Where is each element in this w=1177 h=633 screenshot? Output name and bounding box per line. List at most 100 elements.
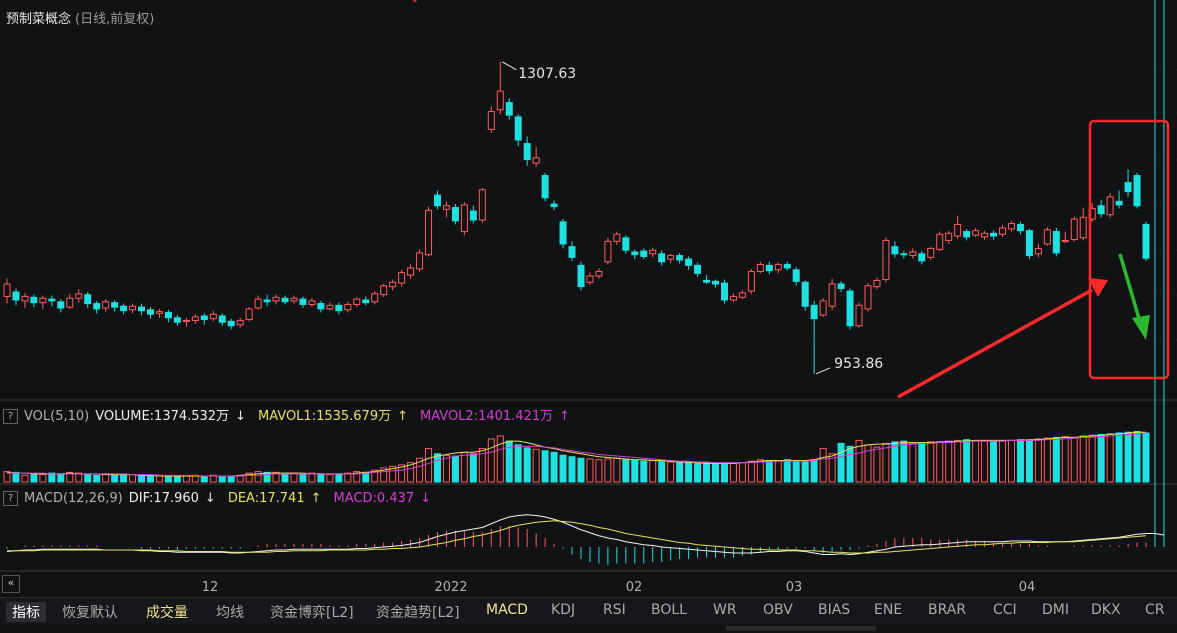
red-arrow-head <box>1088 278 1108 297</box>
tab-cr[interactable]: CR <box>1145 602 1165 618</box>
volume-bar <box>407 462 415 483</box>
tab-boll[interactable]: BOLL <box>651 602 687 618</box>
tab-macd[interactable]: MACD <box>486 602 528 618</box>
candle-body <box>496 90 504 111</box>
red-arrow-shaft <box>897 288 1093 399</box>
tab-volume[interactable]: 成交量 <box>146 605 188 621</box>
candle-body <box>676 255 684 261</box>
tab-cci[interactable]: CCI <box>993 602 1017 618</box>
candle-body <box>756 263 764 273</box>
volume-bar <box>819 448 827 483</box>
candle-body <box>1043 229 1051 245</box>
candle-body <box>864 285 872 310</box>
candle-body <box>326 304 334 310</box>
volume-bar <box>496 435 504 483</box>
tab-restore-default[interactable]: 恢复默认 <box>62 605 118 621</box>
candle-body <box>433 194 441 207</box>
candle-body <box>1016 223 1024 232</box>
volume-bar <box>182 475 190 483</box>
green-arrow-head <box>1132 315 1150 340</box>
volume-bar <box>39 474 47 483</box>
tab-dmi[interactable]: DMI <box>1042 602 1069 618</box>
candle-body <box>604 240 612 263</box>
candle-body <box>371 293 379 303</box>
candle-body <box>164 311 172 319</box>
candle-body <box>1052 231 1060 254</box>
candle-body <box>1025 230 1033 257</box>
volume-bar <box>550 451 558 483</box>
volume-bar <box>263 471 271 483</box>
dif-line <box>6 514 1165 556</box>
tab-indicator[interactable]: 指标 <box>6 602 46 622</box>
volume-bar <box>21 474 29 483</box>
candle-body <box>613 233 621 242</box>
candle-body <box>227 320 235 327</box>
candle-body <box>21 295 29 302</box>
volume-bar <box>640 460 648 483</box>
volume-bar <box>290 472 298 483</box>
vol-help-icon[interactable]: ? <box>3 409 18 424</box>
tab-dkx[interactable]: DKX <box>1091 602 1121 618</box>
candle-body <box>362 299 370 304</box>
volume-bar <box>1124 431 1132 483</box>
tab-capital-game[interactable]: 资金博弈[L2] <box>270 605 354 621</box>
collapse-left-icon[interactable]: « <box>2 575 20 593</box>
candle-body <box>1106 196 1114 216</box>
macd-help-icon[interactable]: ? <box>3 491 18 506</box>
candle-body <box>111 302 119 308</box>
candle-body <box>945 232 953 241</box>
chart-period: (日线,前复权) <box>75 12 155 27</box>
volume-bar <box>218 475 226 483</box>
candle-body <box>927 247 935 258</box>
volume-bar <box>380 467 388 483</box>
candle-body <box>936 233 944 250</box>
tab-ene[interactable]: ENE <box>874 602 903 618</box>
tab-brar[interactable]: BRAR <box>928 602 967 618</box>
tab-ma[interactable]: 均线 <box>216 605 244 621</box>
volume-bar <box>93 474 101 483</box>
macd-value: MACD:0.437 ↓ <box>333 491 431 506</box>
volume-bar <box>837 442 845 483</box>
volume-bar <box>272 471 280 483</box>
tab-wr[interactable]: WR <box>713 602 737 618</box>
volume-bar <box>326 474 334 483</box>
candle-body <box>873 279 881 288</box>
tab-bias[interactable]: BIAS <box>818 602 851 618</box>
volume-bar <box>200 475 208 483</box>
volume-bar <box>765 459 773 483</box>
tab-kdj[interactable]: KDJ <box>551 602 576 618</box>
volume-bar <box>1079 435 1087 483</box>
tab-obv[interactable]: OBV <box>763 602 793 618</box>
horizontal-scrollbar[interactable] <box>726 626 876 631</box>
volume-bar <box>389 465 397 483</box>
volume-bar <box>900 440 908 483</box>
candle-body <box>891 246 899 255</box>
volume-bar <box>801 460 809 483</box>
candle-body <box>254 298 262 309</box>
highlight-box <box>1088 119 1170 380</box>
volume-bar <box>245 472 253 483</box>
volume-bar <box>1052 436 1060 483</box>
high-pointer <box>502 61 517 71</box>
x-tick-label: 12 <box>201 580 219 595</box>
volume-bar <box>981 440 989 483</box>
volume-bar <box>685 462 693 483</box>
macd-header: ? MACD(12,26,9) DIF:17.960 ↓ DEA:17.741 ↑ MACD… <box>3 491 443 506</box>
candle-body <box>30 296 38 304</box>
candle-body <box>12 291 20 301</box>
candle-body <box>703 279 711 283</box>
tab-capital-trend[interactable]: 资金趋势[L2] <box>376 605 460 621</box>
candle-body <box>57 301 65 309</box>
x-tick-label: 03 <box>785 580 803 595</box>
candle-body <box>747 271 755 292</box>
volume-bar <box>613 457 621 483</box>
volume-bar <box>954 439 962 483</box>
candle-body <box>236 319 244 326</box>
candle-body <box>954 223 962 237</box>
candle-body <box>577 264 585 288</box>
volume-bar <box>362 471 370 483</box>
candle-body <box>972 230 980 236</box>
candle-body <box>505 102 513 116</box>
volume-bar <box>460 451 468 483</box>
tab-rsi[interactable]: RSI <box>603 602 626 618</box>
